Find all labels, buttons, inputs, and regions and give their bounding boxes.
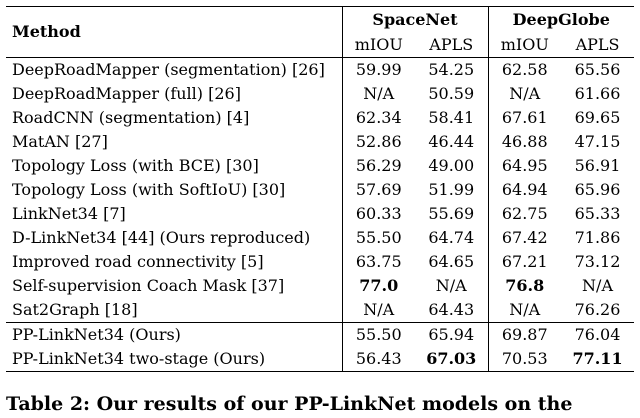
value-cell: 50.59	[415, 82, 489, 106]
value-cell: 77.11	[572, 349, 623, 368]
method-cell: PP-LinkNet34 (Ours)	[6, 322, 343, 347]
table-row: PP-LinkNet34 two-stage (Ours) 56.43 67.03 7…	[6, 347, 635, 372]
method-cell: Improved road connectivity [5]	[6, 250, 343, 274]
value-cell: 62.75	[501, 204, 548, 223]
method-cell: LinkNet34 [7]	[6, 202, 343, 226]
value-cell: 69.87	[501, 325, 548, 344]
value-cell: 67.03	[415, 347, 489, 372]
subheader-spacenet-miou: mIOU	[354, 35, 403, 54]
spacenet-group-header: SpaceNet	[342, 6, 489, 33]
value-cell: N/A	[582, 276, 613, 295]
value-cell: 65.96	[574, 180, 621, 199]
value-cell: 65.33	[574, 204, 621, 223]
subheader-deepglobe-miou: mIOU	[500, 35, 549, 54]
value-cell: 56.29	[355, 156, 402, 175]
value-cell: 56.91	[574, 156, 621, 175]
results-table: Method SpaceNet DeepGlobe mIOU APLS mIOU…	[6, 6, 635, 372]
value-cell: 49.00	[415, 154, 489, 178]
method-cell: Self-supervision Coach Mask [37]	[6, 274, 343, 298]
method-cell: MatAN [27]	[6, 130, 343, 154]
value-cell: 55.69	[415, 202, 489, 226]
value-cell: 62.58	[501, 60, 548, 79]
method-cell: PP-LinkNet34 two-stage (Ours)	[6, 347, 343, 372]
value-cell: 73.12	[574, 252, 621, 271]
table-row: MatAN [27] 52.86 46.44 46.88 47.15	[6, 130, 634, 154]
value-cell: 46.88	[501, 132, 548, 151]
value-cell: 67.61	[501, 108, 548, 127]
value-cell: 67.21	[501, 252, 548, 271]
table-row: D-LinkNet34 [44] (Ours reproduced) 55.50 6…	[6, 226, 634, 250]
method-cell: Topology Loss (with BCE) [30]	[6, 154, 343, 178]
value-cell: 60.33	[355, 204, 402, 223]
value-cell: 63.75	[355, 252, 402, 271]
value-cell: 77.0	[359, 276, 399, 295]
value-cell: 64.74	[415, 226, 489, 250]
value-cell: 64.43	[415, 298, 489, 323]
table-row: Self-supervision Coach Mask [37] 77.0 N/A 7…	[6, 274, 634, 298]
value-cell: 62.34	[355, 108, 402, 127]
table-row: Sat2Graph [18] N/A 64.43 N/A 76.26	[6, 298, 634, 323]
subheader-deepglobe-apls: APLS	[575, 35, 620, 54]
value-cell: 52.86	[355, 132, 402, 151]
method-cell: DeepRoadMapper (segmentation) [26]	[6, 57, 343, 82]
value-cell: 67.42	[501, 228, 548, 247]
value-cell: 55.50	[355, 228, 402, 247]
method-cell: DeepRoadMapper (full) [26]	[6, 82, 343, 106]
value-cell: N/A	[363, 300, 395, 319]
table-row: Topology Loss (with BCE) [30] 56.29 49.00 6…	[6, 154, 634, 178]
value-cell: 65.56	[574, 60, 621, 79]
value-cell: 57.69	[355, 180, 402, 199]
table-row: PP-LinkNet34 (Ours) 55.50 65.94 69.87 76.04	[6, 322, 635, 347]
value-cell: 55.50	[355, 325, 402, 344]
value-cell: N/A	[363, 84, 395, 103]
value-cell: 51.99	[415, 178, 489, 202]
value-cell: 59.99	[355, 60, 402, 79]
value-cell: 47.15	[574, 132, 621, 151]
value-cell: 64.94	[501, 180, 548, 199]
value-cell: 70.53	[501, 349, 548, 368]
value-cell: 64.95	[501, 156, 548, 175]
method-cell: Topology Loss (with SoftIoU) [30]	[6, 178, 343, 202]
table-row: DeepRoadMapper (segmentation) [26] 59.99 5…	[6, 57, 635, 82]
value-cell: 65.94	[415, 322, 489, 347]
table-row: LinkNet34 [7] 60.33 55.69 62.75 65.33	[6, 202, 634, 226]
value-cell: N/A	[509, 300, 541, 319]
value-cell: 56.43	[355, 349, 402, 368]
value-cell: 54.25	[415, 57, 489, 82]
value-cell: N/A	[509, 84, 541, 103]
method-cell: D-LinkNet34 [44] (Ours reproduced)	[6, 226, 343, 250]
value-cell: 58.41	[415, 106, 489, 130]
value-cell: 76.04	[574, 325, 621, 344]
method-column-header: Method	[6, 6, 343, 58]
ours-rows: PP-LinkNet34 (Ours) 55.50 65.94 69.87 76.04 P…	[6, 322, 635, 372]
table-row: Topology Loss (with SoftIoU) [30] 57.69 51…	[6, 178, 634, 202]
deepglobe-group-header: DeepGlobe	[512, 10, 610, 29]
table-caption: Table 2: Our results of our PP-LinkNet m…	[6, 393, 573, 415]
method-cell: Sat2Graph [18]	[6, 298, 343, 323]
value-cell: 71.86	[574, 228, 621, 247]
value-cell: 76.8	[505, 276, 545, 295]
table-row: DeepRoadMapper (full) [26] N/A 50.59 N/A 61.…	[6, 82, 634, 106]
value-cell: 69.65	[574, 108, 621, 127]
value-cell: 46.44	[415, 130, 489, 154]
value-cell: 61.66	[574, 84, 621, 103]
subheader-spacenet-apls: APLS	[415, 33, 489, 58]
table-row: RoadCNN (segmentation) [4] 62.34 58.41 67.6…	[6, 106, 634, 130]
value-cell: 76.26	[574, 300, 621, 319]
value-cell: N/A	[415, 274, 489, 298]
baseline-rows: DeepRoadMapper (segmentation) [26] 59.99 5…	[6, 57, 635, 323]
method-cell: RoadCNN (segmentation) [4]	[6, 106, 343, 130]
value-cell: 64.65	[415, 250, 489, 274]
table-row: Improved road connectivity [5] 63.75 64.65…	[6, 250, 634, 274]
